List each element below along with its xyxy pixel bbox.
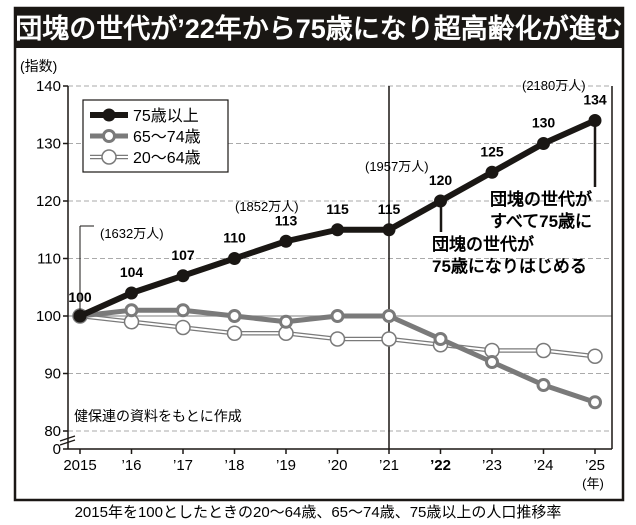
data-point [228, 252, 241, 265]
data-point-center [335, 314, 340, 318]
x-axis-unit: (年) [582, 476, 604, 491]
data-label: 130 [532, 115, 556, 131]
legend-marker [101, 149, 117, 165]
annotation-pop-2015: (1632万人) [100, 226, 164, 241]
legend-marker [102, 129, 116, 143]
data-point-center [181, 308, 185, 313]
data-point [485, 165, 499, 179]
data-point [535, 342, 552, 359]
annotation-pop-2025: (2180万人) [522, 78, 586, 93]
legend-label: 75歳以上 [133, 107, 199, 125]
data-point [382, 223, 396, 237]
data-point [176, 269, 190, 283]
data-point [537, 137, 550, 150]
x-tick-label: ’18 [224, 457, 244, 474]
x-tick-label: ’16 [121, 457, 141, 474]
y-tick-label: 80 [44, 423, 61, 440]
x-tick-label: ’21 [379, 457, 399, 474]
chart-caption: 2015年を100としたときの20〜64歳、65〜74歳、75歳以上の人口推移率 [75, 504, 562, 521]
data-label: 113 [275, 212, 298, 228]
data-point [226, 325, 243, 341]
legend-marker [102, 108, 116, 122]
y-tick-label: 120 [36, 193, 61, 210]
data-label: 125 [480, 143, 504, 159]
legend: 75歳以上 65〜74歳 20〜64歳 [82, 99, 229, 173]
note-all-line1: 団塊の世代が [490, 189, 592, 209]
data-label: 104 [120, 264, 144, 280]
annotation-pop-2021: (1957万人) [365, 159, 429, 174]
axis-break-icon [59, 435, 76, 446]
source-note: 健保連の資料をもとに作成 [74, 408, 242, 424]
data-point [331, 223, 344, 237]
y-tick-label: 0 [53, 441, 61, 458]
x-tick-label: ’17 [173, 457, 193, 474]
data-point-center [593, 400, 597, 405]
data-label: 110 [223, 230, 246, 246]
y-tick-label: 130 [36, 136, 61, 153]
data-point-center [284, 319, 288, 324]
data-label: 107 [171, 247, 195, 263]
y-tick-label: 100 [36, 308, 61, 325]
data-point-center [387, 314, 391, 318]
data-point [279, 234, 293, 248]
x-tick-label: ’25 [585, 457, 605, 474]
data-label: 115 [378, 201, 401, 217]
data-point [125, 286, 138, 300]
data-point [381, 331, 397, 347]
chart-frame [13, 6, 625, 502]
data-point-center [232, 314, 237, 318]
data-label: 120 [429, 172, 453, 188]
data-point-center [490, 360, 494, 364]
x-tick-label: ’22 [430, 457, 451, 474]
y-tick-label: 140 [36, 78, 61, 95]
x-tick-label: ’20 [327, 457, 347, 474]
data-label: 134 [583, 92, 607, 108]
data-point-center [438, 337, 443, 341]
legend-label: 20〜64歳 [133, 149, 201, 167]
chart-title: 団塊の世代が’22年から75歳になり超高齢化が進む [15, 13, 623, 44]
y-tick-label: 110 [37, 251, 61, 268]
data-point [587, 348, 603, 364]
annotation-pop-2020: (1852万人) [235, 199, 299, 214]
y-tick-label: 90 [44, 366, 61, 383]
note-all-line2: すべて75歳に [490, 211, 592, 231]
data-label: 115 [326, 201, 349, 217]
x-tick-label: ’23 [482, 457, 502, 474]
x-tick-label: 2015 [63, 457, 96, 474]
data-point [329, 331, 346, 347]
note-start-line2: 75歳になりはじめる [432, 256, 587, 276]
x-tick-label: ’24 [533, 457, 553, 474]
data-point [175, 319, 191, 336]
data-point-center [541, 383, 546, 387]
x-tick-label: ’19 [276, 457, 296, 474]
data-point-center [129, 308, 134, 313]
title-bar [15, 8, 623, 48]
y-axis-label: (指数) [20, 58, 57, 74]
legend-label: 65〜74歳 [133, 128, 201, 146]
note-start-line1: 団塊の世代が [432, 234, 534, 254]
